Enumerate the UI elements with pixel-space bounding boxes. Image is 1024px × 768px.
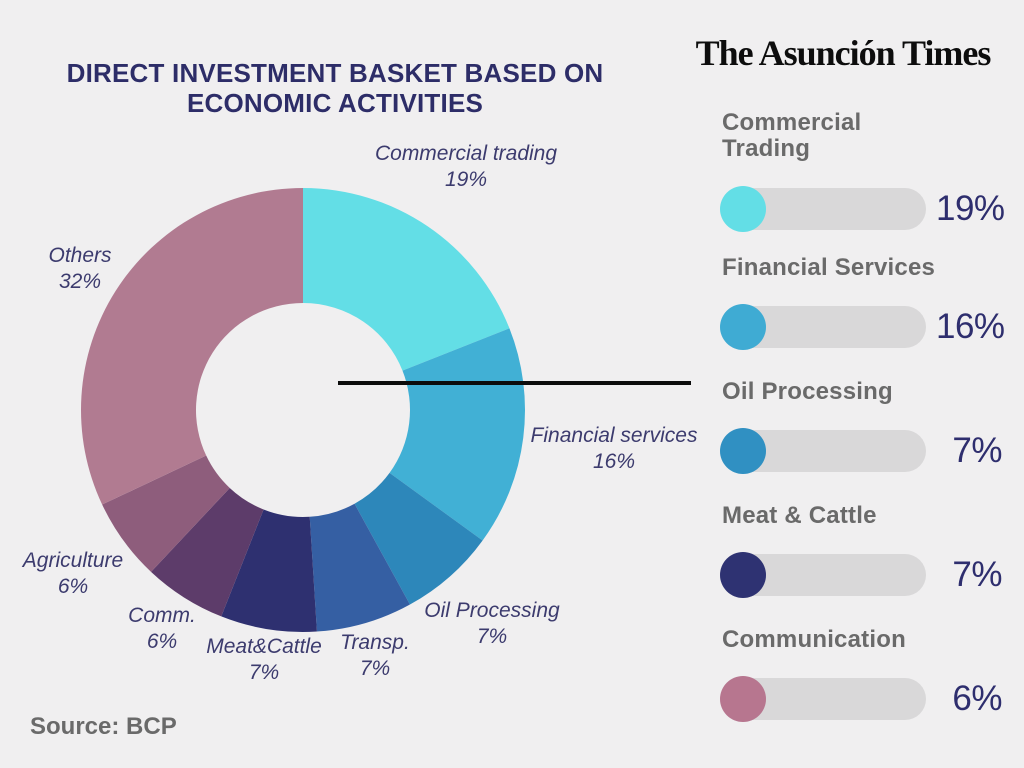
pie-label-text: Financial services bbox=[530, 424, 698, 447]
legend-label: Communication bbox=[722, 626, 906, 653]
pie-segment-meat-cattle bbox=[221, 509, 317, 632]
legend-label: Financial Services bbox=[722, 254, 936, 281]
legend-row-commercial-trading: Commercial Trading 19% bbox=[720, 109, 1012, 232]
pie-segment-others bbox=[81, 188, 304, 505]
pie-label-text: Others bbox=[48, 244, 112, 267]
pie-label-agriculture: Agriculture 6% bbox=[3, 548, 143, 601]
legend-dot bbox=[720, 552, 766, 599]
legend-label: Meat & Cattle bbox=[722, 502, 877, 529]
legend-bar-track bbox=[720, 428, 926, 475]
pie-label-value: 7% bbox=[248, 661, 280, 685]
pie-label-text: Comm. bbox=[128, 604, 196, 627]
pie-label-text: Transp. bbox=[340, 631, 410, 654]
pie-label-value: 16% bbox=[592, 450, 636, 474]
pie-label-others: Others 32% bbox=[20, 243, 140, 296]
source-note: Source: BCP bbox=[30, 713, 177, 740]
pie-label-communication: Comm. 6% bbox=[112, 603, 212, 656]
pie-segment-oil-processing bbox=[354, 472, 483, 605]
legend-percent: 16% bbox=[936, 307, 1005, 347]
pie-label-value: 19% bbox=[444, 168, 488, 192]
pie-label-text: Commercial trading bbox=[374, 142, 558, 165]
donut-chart bbox=[81, 188, 525, 632]
legend-bar-track bbox=[720, 552, 926, 599]
legend-row-communication: Communication 6% bbox=[720, 626, 1012, 723]
legend-percent: 7% bbox=[952, 431, 1002, 471]
pie-label-financial-services: Financial services 16% bbox=[504, 423, 724, 476]
legend-dot bbox=[720, 304, 766, 351]
pie-label-value: 7% bbox=[359, 657, 391, 681]
pie-label-value: 6% bbox=[57, 575, 89, 599]
legend-label: Oil Processing bbox=[722, 378, 893, 405]
legend-row-financial-services: Financial Services 16% bbox=[720, 254, 1012, 351]
pie-label-commercial-trading: Commercial trading 19% bbox=[346, 141, 586, 194]
pie-label-text: Meat&Cattle bbox=[206, 635, 322, 658]
pie-label-meat-cattle: Meat&Cattle 7% bbox=[184, 634, 344, 687]
pie-segment-comm- bbox=[151, 488, 264, 617]
newspaper-masthead: The Asunción Times bbox=[695, 33, 992, 73]
legend-bar-track bbox=[720, 676, 926, 723]
pie-label-transport: Transp. 7% bbox=[325, 630, 425, 683]
pie-segment-transp- bbox=[309, 503, 410, 632]
legend-dot bbox=[720, 676, 766, 723]
legend-bar-track bbox=[720, 185, 926, 232]
legend-bar-track bbox=[720, 304, 926, 351]
legend-row-meat-cattle: Meat & Cattle 7% bbox=[720, 502, 1012, 599]
pie-label-value: 6% bbox=[146, 630, 178, 654]
legend-percent: 19% bbox=[936, 188, 1005, 228]
legend-dot bbox=[720, 185, 766, 232]
legend-percent: 6% bbox=[952, 679, 1002, 719]
legend-percent: 7% bbox=[952, 555, 1002, 595]
pie-label-oil-processing: Oil Processing 7% bbox=[412, 598, 572, 651]
legend-row-oil-processing: Oil Processing 7% bbox=[720, 378, 1012, 475]
pie-label-value: 32% bbox=[58, 270, 102, 294]
pie-segment-agriculture bbox=[102, 455, 230, 572]
pie-label-text: Agriculture bbox=[22, 549, 124, 572]
pie-label-value: 7% bbox=[476, 625, 508, 649]
page-title: DIRECT INVESTMENT BASKET BASED ON ECONOM… bbox=[66, 58, 604, 119]
callout-line bbox=[338, 381, 691, 385]
pie-segment-commercial-trading bbox=[303, 188, 510, 371]
legend-dot bbox=[720, 428, 766, 475]
legend-label: Commercial Trading bbox=[722, 109, 862, 163]
pie-label-text: Oil Processing bbox=[424, 599, 560, 622]
